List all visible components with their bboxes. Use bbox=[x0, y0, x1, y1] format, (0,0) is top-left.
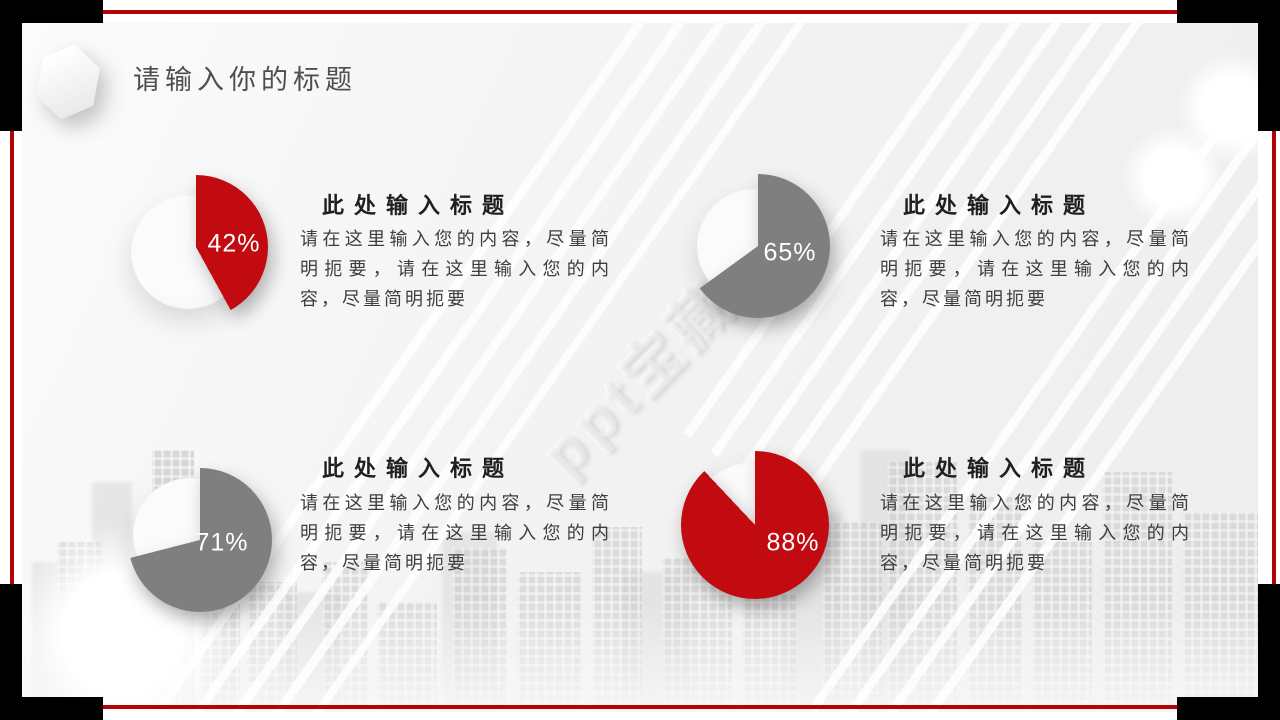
pie-chart-wedge-65 bbox=[686, 174, 830, 318]
pie-value-label: 65% bbox=[763, 238, 817, 267]
pie-chart-wedge-71 bbox=[128, 468, 272, 612]
frame-corner-top-left-vertical bbox=[0, 0, 22, 131]
item-body: 请在这里输入您的内容，尽量简明扼要，请在这里输入您的内容，尽量简明扼要 bbox=[880, 229, 1192, 309]
glow-circle bbox=[1121, 125, 1225, 229]
item-title: 此处输入标题 bbox=[903, 456, 1096, 481]
accent-line-bottom bbox=[103, 705, 1177, 709]
item-body: 请在这里输入您的内容，尽量简明扼要，请在这里输入您的内容，尽量简明扼要 bbox=[300, 229, 612, 309]
item-body: 请在这里输入您的内容，尽量简明扼要，请在这里输入您的内容，尽量简明扼要 bbox=[880, 493, 1192, 573]
item-title: 此处输入标题 bbox=[903, 193, 1096, 218]
frame-corner-top-left-horizontal bbox=[0, 0, 103, 23]
pie-value-label: 71% bbox=[195, 528, 249, 557]
frame-corner-top-right-horizontal bbox=[1177, 0, 1280, 23]
accent-line-left bbox=[10, 131, 14, 584]
accent-line-top bbox=[103, 10, 1177, 14]
frame-corner-bottom-left-vertical bbox=[0, 584, 22, 720]
pie-value-label: 88% bbox=[766, 528, 820, 557]
item-title: 此处输入标题 bbox=[322, 456, 515, 481]
pie-value-label: 42% bbox=[207, 229, 261, 258]
item-body: 请在这里输入您的内容，尽量简明扼要，请在这里输入您的内容，尽量简明扼要 bbox=[300, 493, 612, 573]
accent-line-right bbox=[1272, 131, 1276, 584]
page-title: 请输入你的标题 bbox=[133, 65, 357, 95]
frame-corner-bottom-right-vertical bbox=[1258, 584, 1280, 720]
frame-corner-top-right-vertical bbox=[1258, 0, 1280, 131]
slide-canvas: ppt宝藏 bbox=[22, 23, 1258, 712]
item-title: 此处输入标题 bbox=[322, 193, 515, 218]
frame-corner-bottom-right-horizontal bbox=[1177, 697, 1280, 720]
frame-corner-bottom-left-horizontal bbox=[0, 697, 103, 720]
pie-chart-wedge-42 bbox=[124, 175, 268, 319]
pie-chart-wedge-88 bbox=[681, 451, 829, 599]
